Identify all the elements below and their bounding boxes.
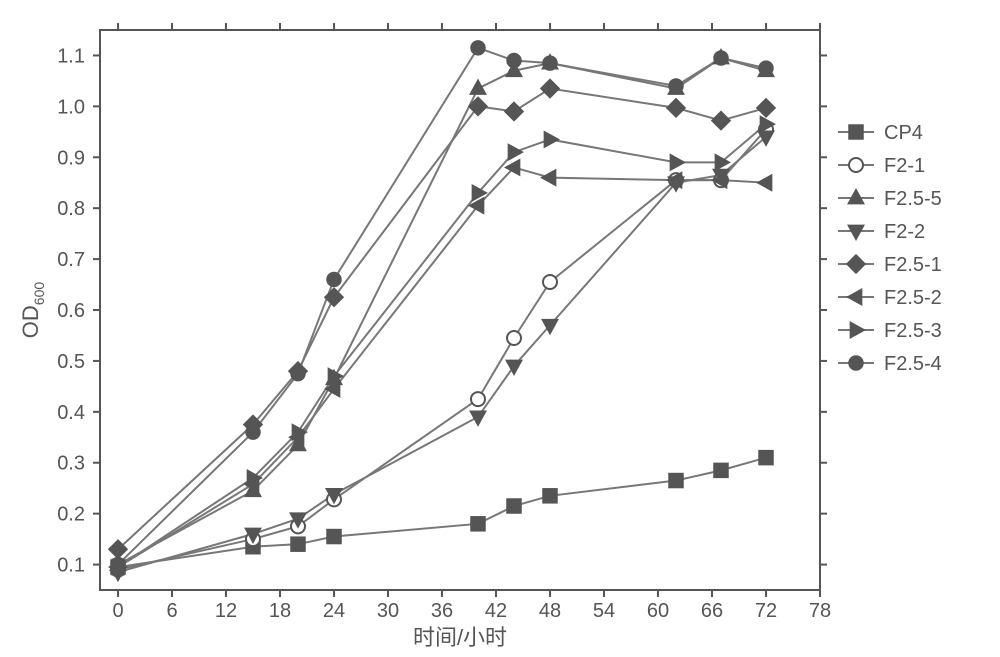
legend: CP4 F2-1 F2.5-5 F2-2 F2.5-1 F2.5-2 F2.5-3 F2.5-…	[838, 122, 942, 375]
x-tick-label: 78	[809, 600, 831, 622]
legend-label: F2-1	[884, 155, 925, 177]
series-line	[118, 167, 766, 567]
y-tick-label: 0.2	[57, 504, 85, 526]
y-tick-label: 0.4	[57, 402, 85, 424]
series-markers	[109, 41, 775, 581]
legend-label: F2-2	[884, 221, 925, 243]
x-tick-label: 6	[166, 600, 177, 622]
line-chart: 0 6 12 18 24 30 36 42 48 54 60 66 72 78 0.1 0.2 0.3 0.4 0.…	[0, 0, 1000, 657]
x-tick-label: 60	[647, 600, 669, 622]
x-axis-title: 时间/小时	[413, 625, 507, 650]
series-line	[118, 58, 766, 565]
series-lines	[118, 48, 766, 572]
x-tick-label: 36	[431, 600, 453, 622]
x-tick-label: 24	[323, 600, 345, 622]
y-tick-label: 0.8	[57, 198, 85, 220]
y-tick-label: 0.6	[57, 300, 85, 322]
x-tick-label: 18	[269, 600, 291, 622]
y-axis-title: OD600	[18, 282, 47, 339]
x-tick-label: 0	[112, 600, 123, 622]
legend-label: F2.5-3	[884, 320, 942, 342]
x-tick-label: 54	[593, 600, 615, 622]
y-tick-label: 0.5	[57, 351, 85, 373]
y-tick-label: 0.1	[57, 555, 85, 577]
y-tick-label: 0.7	[57, 249, 85, 271]
y-tick-label: 0.9	[57, 147, 85, 169]
x-tick-label: 48	[539, 600, 561, 622]
legend-label: F2.5-5	[884, 188, 942, 210]
plot-border	[100, 30, 820, 590]
y-tick-label: 1.1	[57, 45, 85, 67]
x-tick-label: 72	[755, 600, 777, 622]
x-tick-label: 12	[215, 600, 237, 622]
x-tick-label: 66	[701, 600, 723, 622]
chart-container: 0 6 12 18 24 30 36 42 48 54 60 66 72 78 0.1 0.2 0.3 0.4 0.…	[0, 0, 1000, 657]
legend-label: CP4	[884, 122, 923, 144]
y-tick-label: 1.0	[57, 96, 85, 118]
y-tick-label: 0.3	[57, 453, 85, 475]
x-tick-label: 42	[485, 600, 507, 622]
x-tick-label: 30	[377, 600, 399, 622]
legend-label: F2.5-4	[884, 353, 942, 375]
legend-label: F2.5-1	[884, 254, 942, 276]
legend-label: F2.5-2	[884, 287, 942, 309]
